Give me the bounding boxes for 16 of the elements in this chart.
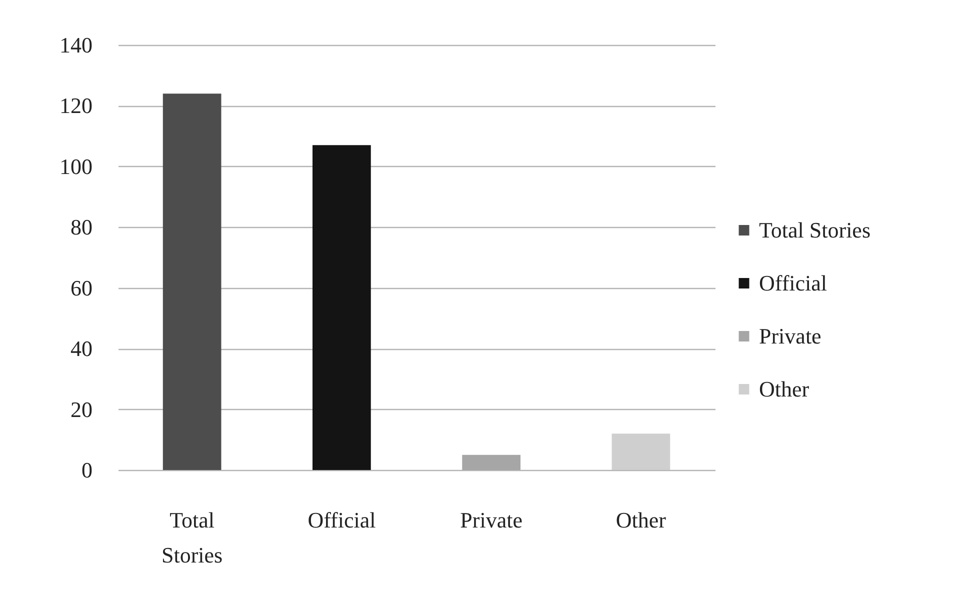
y-tick-label: 120 (60, 93, 92, 118)
y-tick-label: 60 (70, 275, 92, 300)
y-tick-label: 80 (70, 214, 92, 240)
legend-label: Private (759, 323, 822, 348)
x-tick-label: Official (308, 508, 376, 532)
y-tick-label: 20 (70, 396, 92, 422)
x-tick-label: Private (460, 508, 522, 532)
y-tick-label: 0 (82, 458, 92, 482)
x-tick-label: Other (616, 508, 667, 532)
y-tick-label: 40 (70, 336, 92, 362)
x-tick-label: Total Stories (162, 508, 223, 568)
legend-label: Other (759, 376, 810, 402)
y-tick-label: 100 (60, 154, 92, 179)
legend-label: Official (759, 270, 828, 296)
y-tick-label: 140 (60, 32, 92, 58)
legend-label: Total Stories (759, 217, 871, 242)
